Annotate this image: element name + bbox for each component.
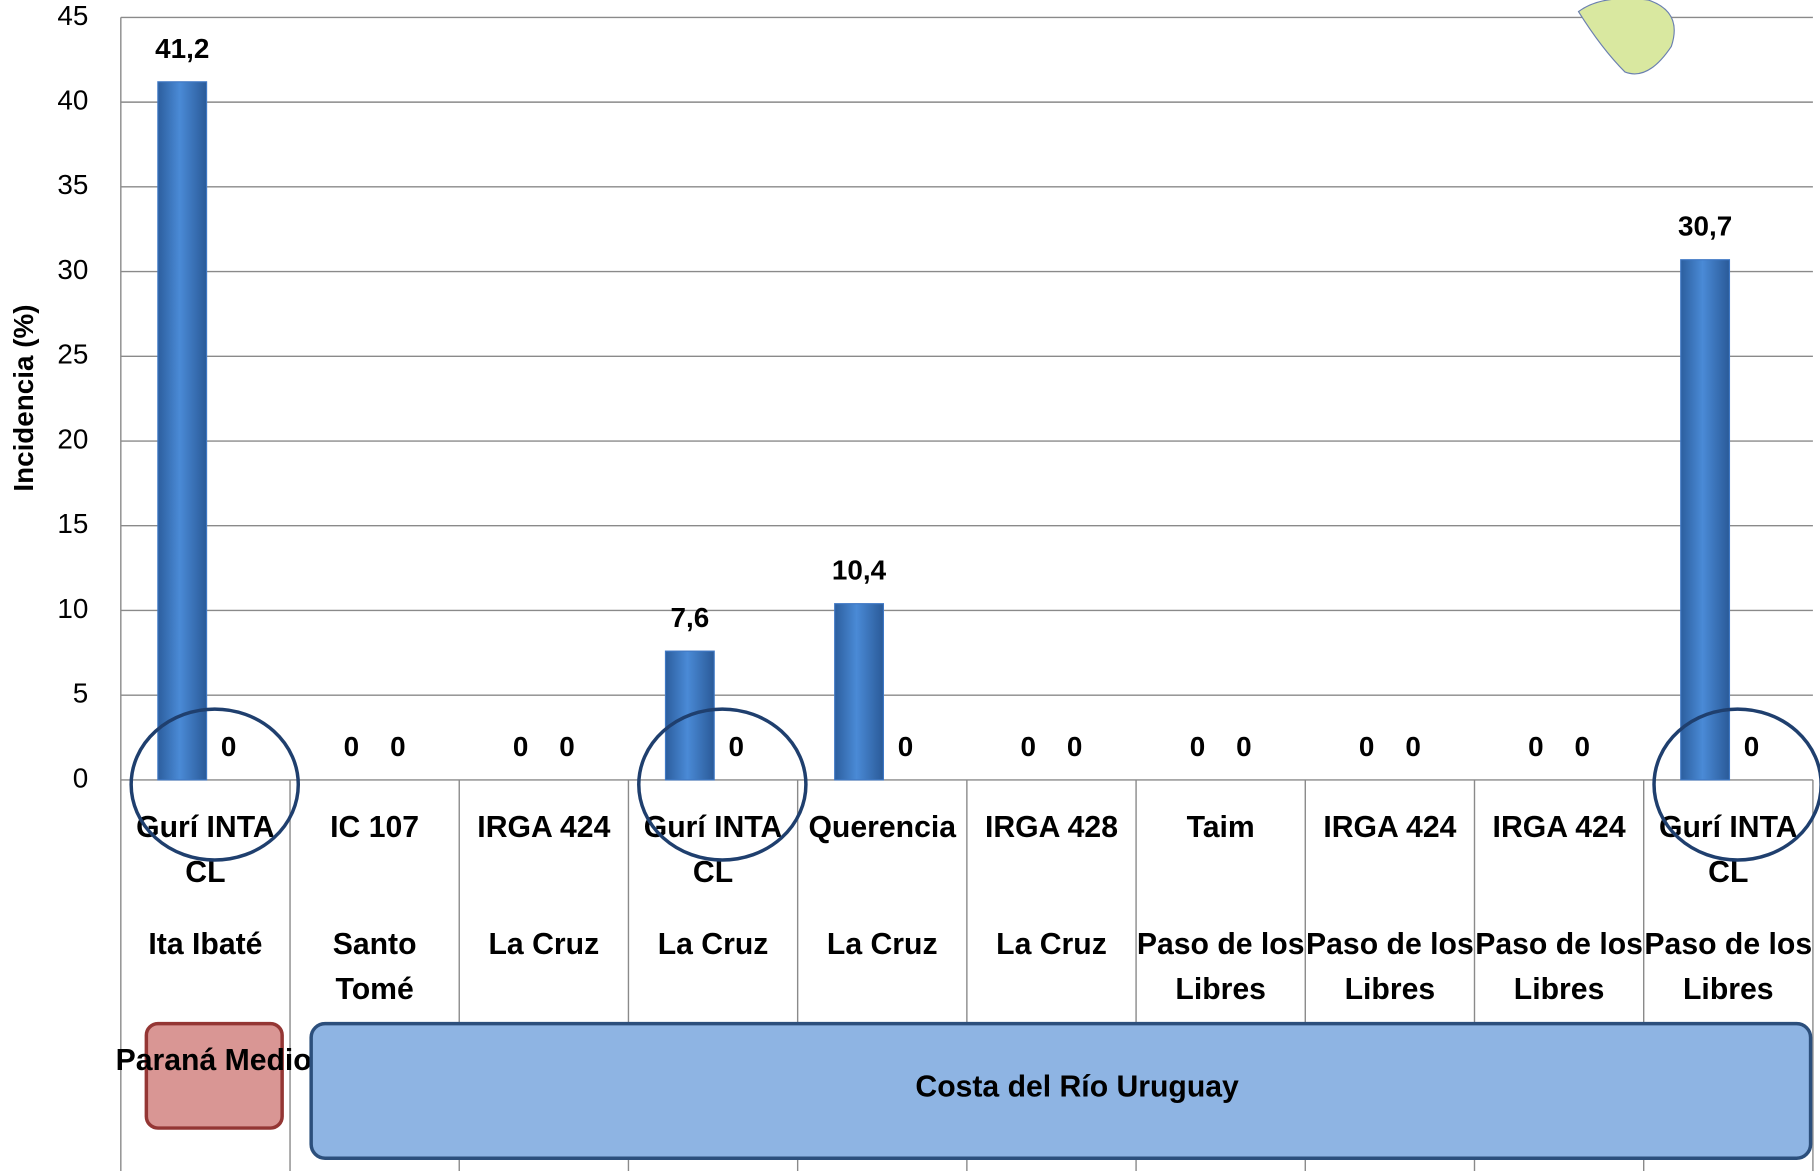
region-box [144, 1021, 284, 1130]
x-tick-label: Gurí INTA CL [643, 808, 783, 889]
x-tick-label: IRGA 424 [1492, 808, 1626, 844]
location-label-box: Paso de los Libres [1136, 926, 1305, 1007]
x-tick-label-box: IC 107 [330, 808, 420, 844]
data-label: 0 [1067, 731, 1083, 762]
data-label: 41,2 [155, 33, 209, 64]
x-tick-label: Taim [1186, 808, 1255, 844]
data-label: 0 [729, 731, 744, 762]
data-label: 0 [221, 731, 237, 762]
location-label: Paso de los Libres [1136, 926, 1305, 1007]
x-tick-label-box: Querencia [808, 808, 957, 844]
x-tick-label: IRGA 424 [1323, 808, 1457, 844]
data-label: 0 [1190, 731, 1206, 762]
location-label: Paso de los Libres [1475, 926, 1643, 1007]
y-tick-label: 25 [57, 339, 88, 370]
location-label: La Cruz [657, 926, 769, 961]
x-tick-label-box: IRGA 424 [1492, 808, 1626, 844]
region-box [309, 1021, 1813, 1160]
location-label-box: La Cruz [657, 926, 769, 961]
location-label: Paso de los Libres [1306, 926, 1474, 1007]
data-label: 10,4 [832, 555, 887, 586]
bar [834, 603, 885, 781]
location-label: Ita Ibaté [148, 926, 263, 961]
data-label: 0 [1575, 731, 1591, 762]
x-tick-label-box: IRGA 424 [477, 808, 611, 844]
y-tick-label: 5 [73, 678, 89, 709]
x-tick-label-box: Gurí INTA CL [643, 808, 783, 889]
location-label-box: Santo Tomé [332, 926, 417, 1007]
highlight-circle [637, 707, 808, 862]
location-label-box: La Cruz [826, 926, 938, 961]
location-label: La Cruz [996, 926, 1107, 961]
data-label: 0 [898, 731, 913, 762]
highlight-circle [1652, 707, 1820, 862]
data-label: 30,7 [1678, 211, 1732, 242]
x-tick-label: IRGA 424 [477, 808, 611, 844]
bar [157, 81, 208, 781]
map-thumbnail [1577, 0, 1675, 75]
data-label: 0 [1744, 731, 1760, 762]
y-tick-label: 45 [57, 0, 88, 31]
y-tick-label: 40 [57, 84, 88, 115]
y-tick-label: 30 [57, 254, 88, 285]
x-tick-label: Gurí INTA CL [136, 808, 275, 889]
x-tick-label-box: IRGA 428 [984, 808, 1118, 844]
y-axis-label: Incidencia (%) [8, 304, 39, 491]
region-label: Paraná Medio [116, 1044, 312, 1077]
data-label: 0 [390, 731, 406, 762]
y-tick-label: 35 [57, 169, 88, 200]
data-label: 0 [559, 731, 575, 762]
data-label: 0 [1236, 731, 1252, 762]
x-tick-label-box: Taim [1186, 808, 1255, 844]
data-label: 0 [1528, 731, 1544, 762]
x-tick-label: Gurí INTA CL [1658, 808, 1798, 889]
location-label-box: Paso de los Libres [1644, 926, 1813, 1007]
x-tick-label-box: Gurí INTA CL [1658, 808, 1798, 889]
data-label: 0 [1405, 731, 1421, 762]
x-tick-label-box: IRGA 424 [1323, 808, 1457, 844]
x-tick-label: IC 107 [330, 808, 420, 844]
location-label: Santo Tomé [332, 926, 417, 1007]
y-tick-label: 20 [57, 423, 88, 454]
location-label: La Cruz [826, 926, 938, 961]
x-tick-label: Querencia [808, 808, 957, 844]
y-tick-label: 15 [57, 508, 88, 539]
location-label-box: Paso de los Libres [1306, 926, 1474, 1007]
location-label-box: La Cruz [996, 926, 1107, 961]
highlight-circle [129, 707, 301, 862]
y-tick-label: 10 [57, 593, 88, 624]
data-label: 0 [1359, 731, 1375, 762]
data-label: 7,6 [670, 602, 709, 633]
y-tick-label: 0 [73, 762, 89, 793]
region-label: Costa del Río Uruguay [915, 1071, 1239, 1104]
data-label: 0 [344, 731, 360, 762]
data-label: 0 [1021, 731, 1037, 762]
x-tick-label: IRGA 428 [984, 808, 1118, 844]
location-label: Paso de los Libres [1644, 926, 1813, 1007]
region-label-text: Paraná Medio [116, 1044, 312, 1077]
location-label: La Cruz [488, 926, 600, 961]
location-label-box: Ita Ibaté [148, 926, 263, 961]
location-label-box: Paso de los Libres [1475, 926, 1643, 1007]
x-tick-label-box: Gurí INTA CL [136, 808, 275, 889]
bar [1680, 259, 1731, 781]
data-label: 0 [513, 731, 529, 762]
location-label-box: La Cruz [488, 926, 600, 961]
